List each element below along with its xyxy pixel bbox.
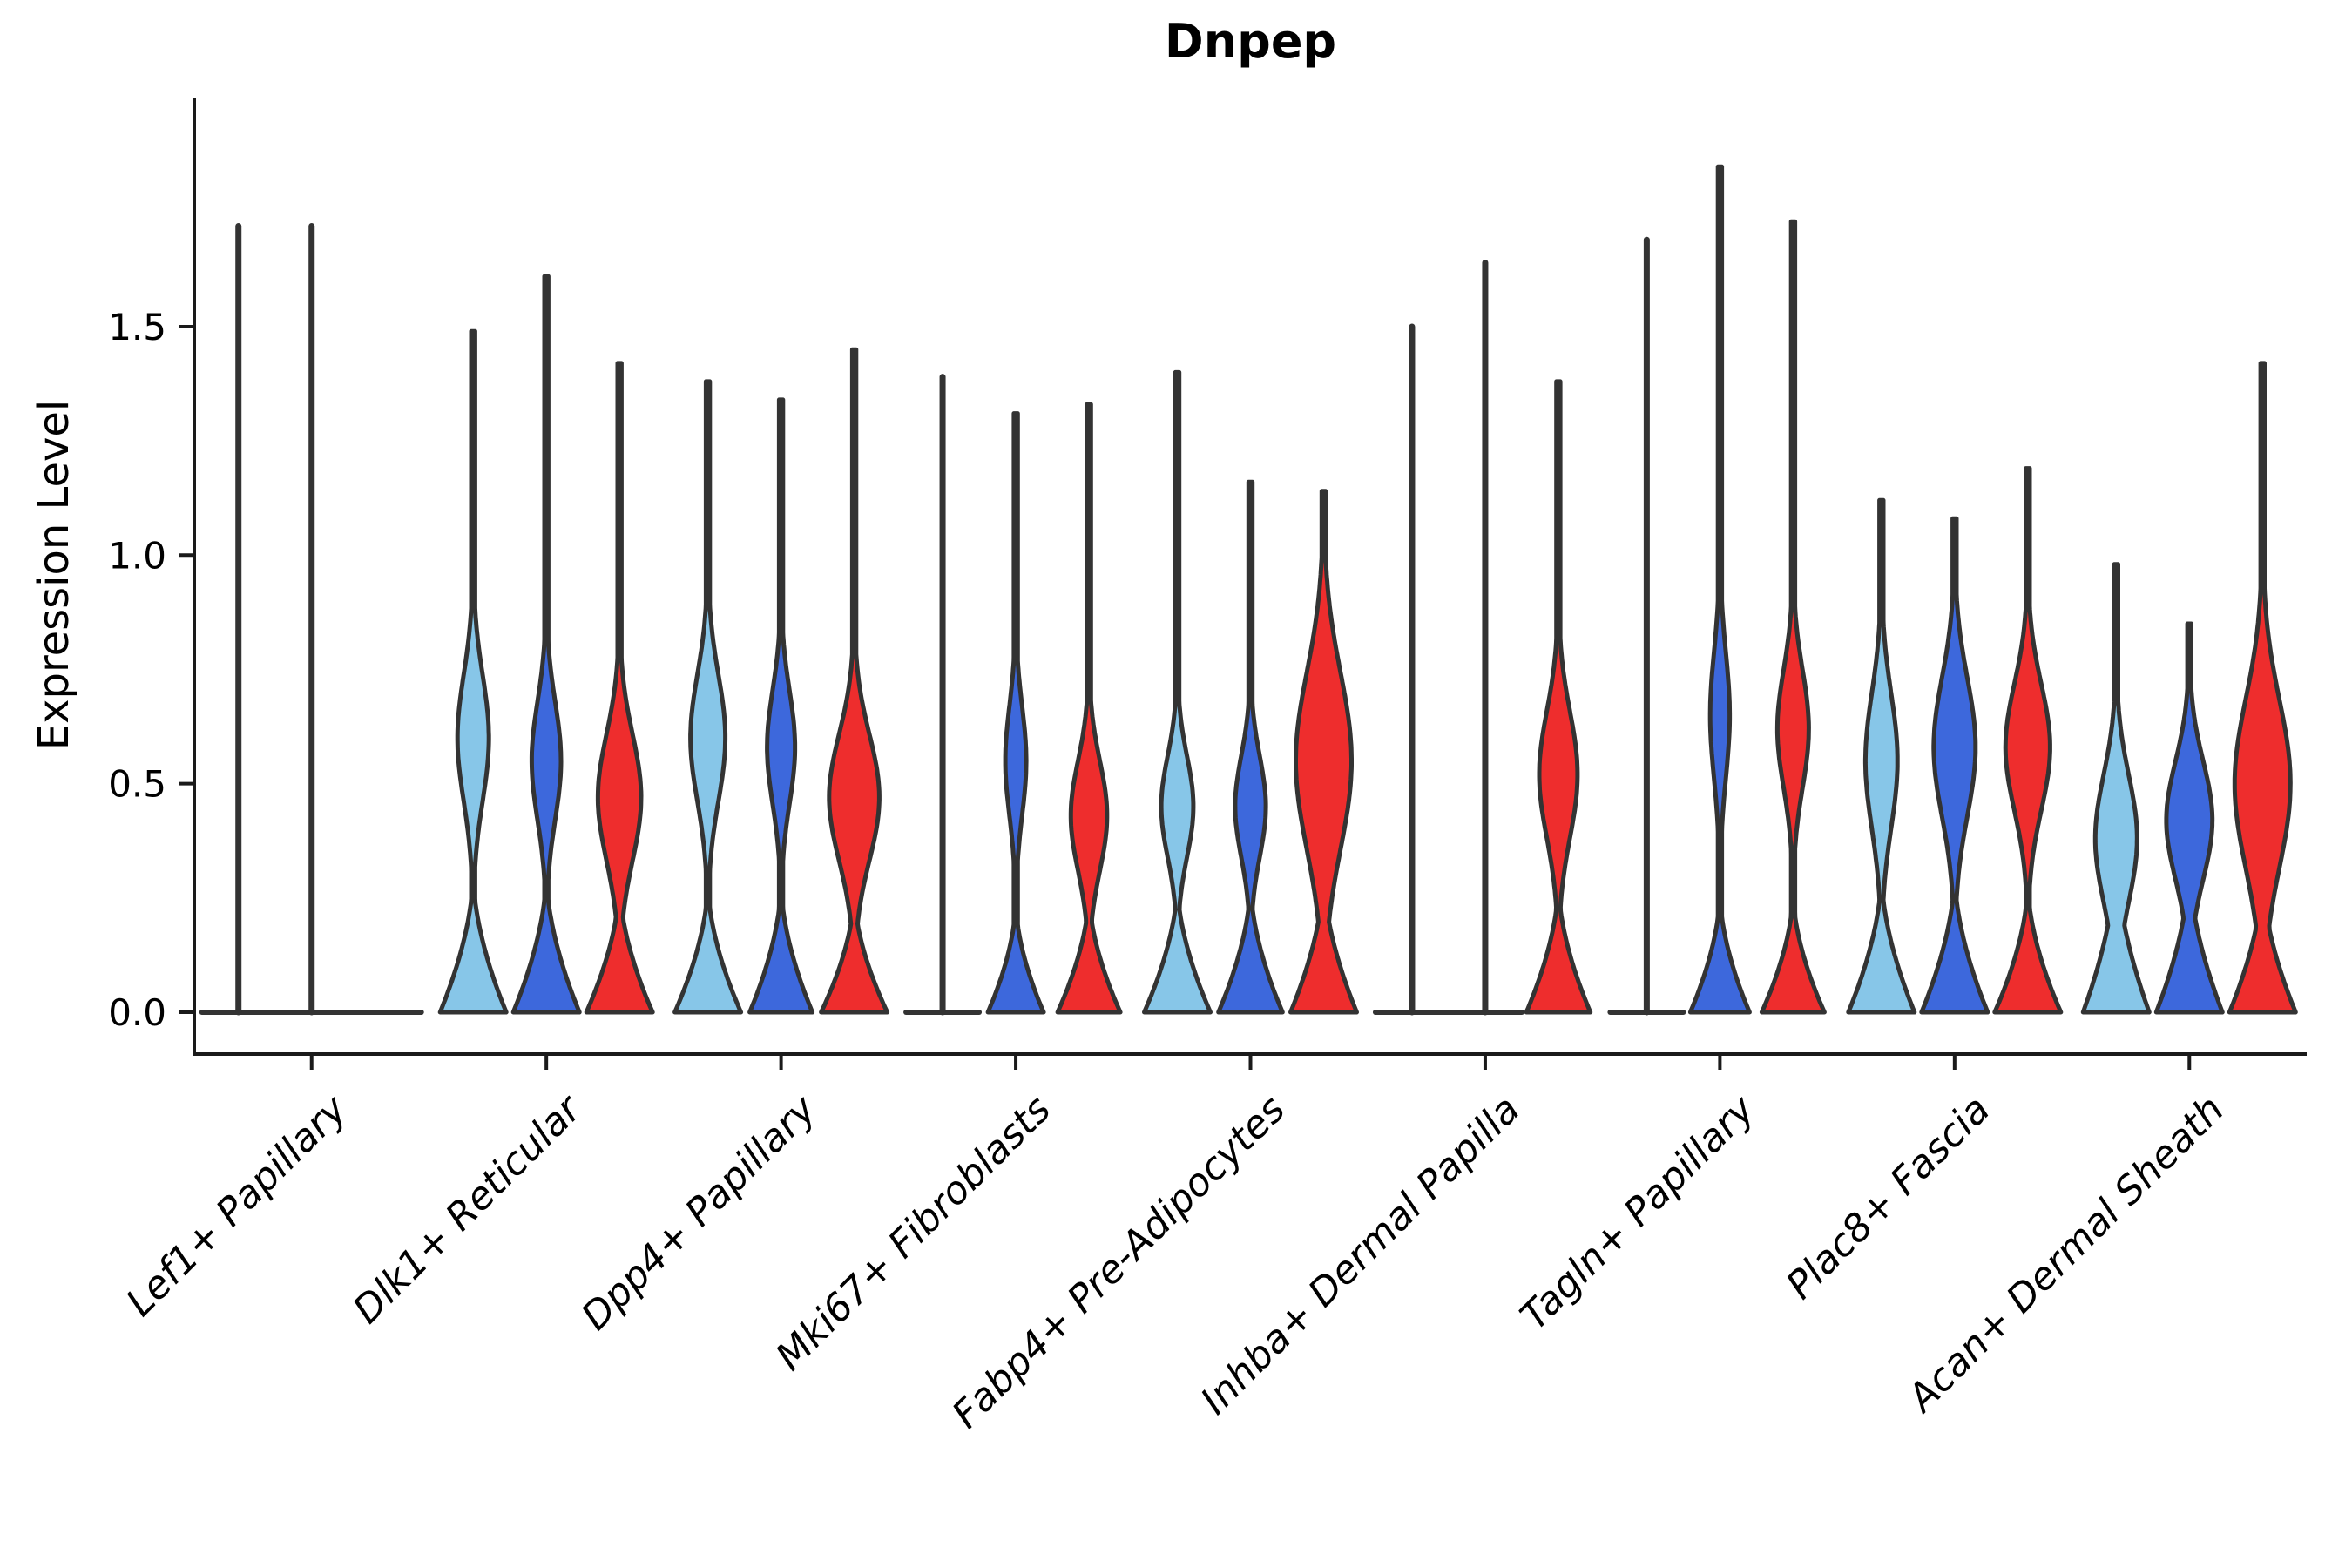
violin-blue — [747, 397, 815, 1015]
violin-red — [819, 347, 890, 1015]
violin-red — [1759, 219, 1827, 1015]
violin-red — [1524, 379, 1593, 1015]
violin-blue — [2153, 621, 2225, 1015]
chart-title: Dnpep — [1164, 14, 1337, 69]
violin-light-blue — [1142, 369, 1213, 1015]
violin-blue — [1919, 516, 1990, 1015]
y-tick-label: 0.0 — [108, 991, 166, 1034]
y-tick-label: 0.5 — [108, 763, 166, 806]
violin-red — [1055, 402, 1123, 1015]
violin-blue — [1216, 479, 1285, 1015]
violin-blue — [1687, 164, 1752, 1015]
violin-red — [2227, 361, 2298, 1015]
y-tick-label: 1.5 — [108, 306, 166, 348]
violin-blue — [985, 411, 1046, 1015]
violin-light-blue — [672, 379, 744, 1015]
violin-red — [1992, 466, 2064, 1015]
violin-light-blue — [437, 328, 509, 1015]
violin-red — [1288, 489, 1359, 1015]
violin-red — [584, 361, 655, 1015]
y-tick-label: 1.0 — [108, 534, 166, 577]
violin-light-blue — [1846, 497, 1917, 1015]
violin-light-blue — [2080, 562, 2152, 1015]
violin-blue — [510, 274, 582, 1015]
